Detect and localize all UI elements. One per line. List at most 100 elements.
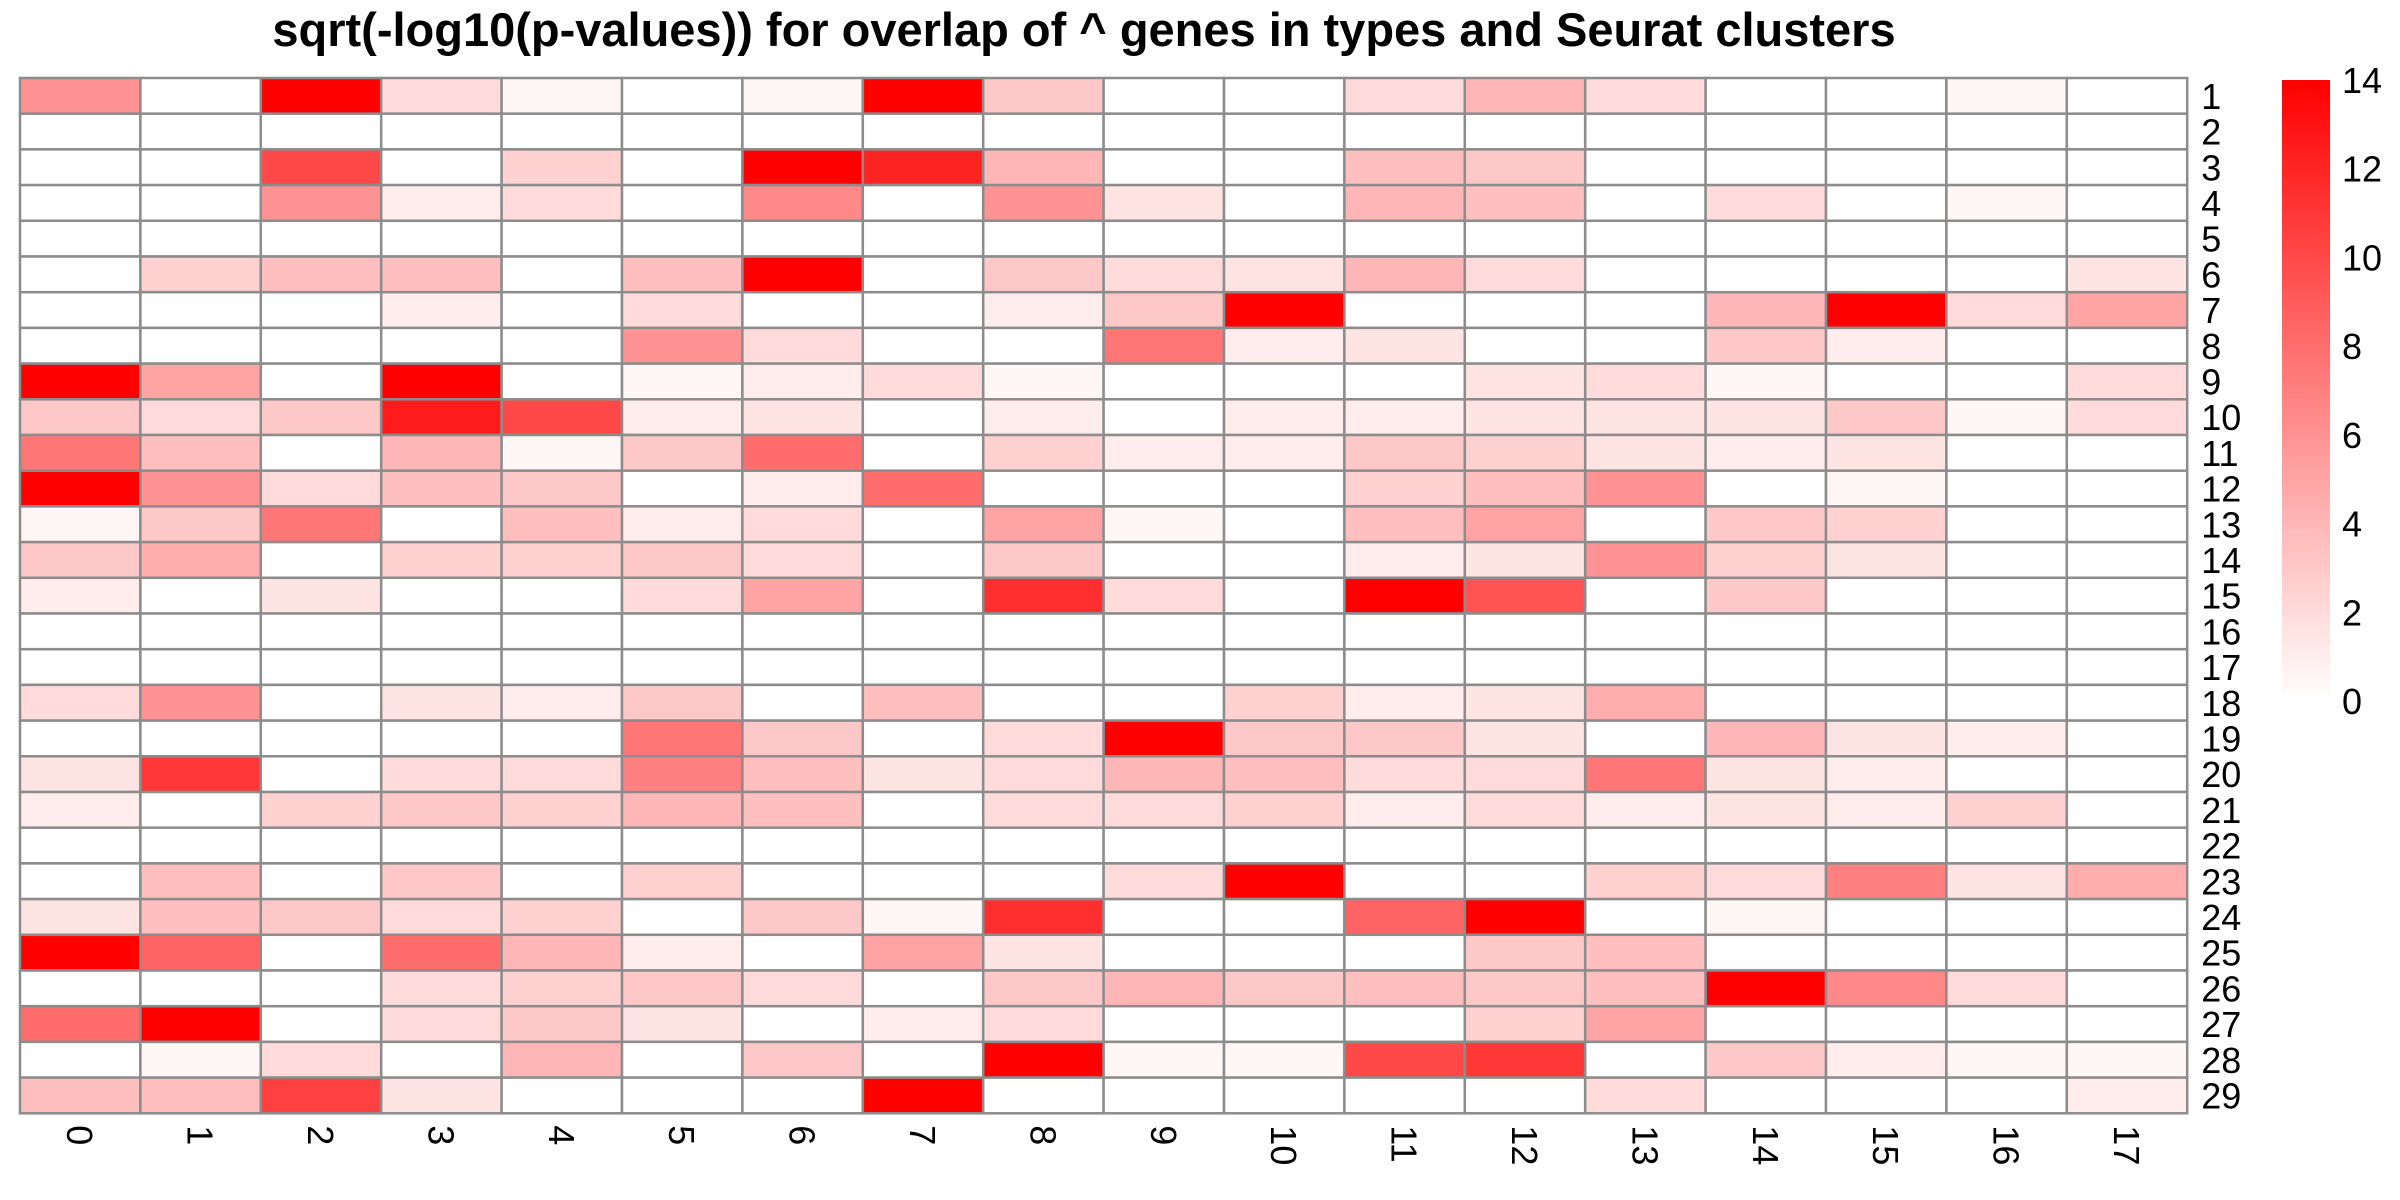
row-label: 29	[2201, 1075, 2241, 1116]
heatmap-cell	[1824, 576, 1948, 615]
row-label: 24	[2201, 897, 2241, 938]
heatmap-cell	[379, 933, 503, 972]
heatmap-cell	[741, 1004, 865, 1044]
heatmap-cell	[139, 683, 263, 722]
heatmap-cell	[1343, 790, 1467, 829]
heatmap-cell	[620, 755, 744, 794]
heatmap-cell	[1583, 612, 1707, 651]
heatmap-cell	[741, 183, 865, 223]
heatmap-cells	[18, 76, 2189, 1115]
heatmap-cell	[2065, 647, 2189, 687]
heatmap-cell	[1704, 969, 1828, 1008]
heatmap-cell	[1704, 933, 1828, 972]
heatmap-cell	[1463, 790, 1587, 829]
heatmap-cell	[1583, 219, 1707, 258]
heatmap-cell	[1343, 112, 1467, 151]
heatmap-cell	[1343, 576, 1467, 615]
heatmap-cell	[1583, 398, 1707, 437]
heatmap-cell	[1463, 469, 1587, 508]
heatmap-cell	[500, 755, 624, 794]
heatmap-cell	[2065, 969, 2189, 1008]
heatmap-cell	[18, 755, 142, 794]
heatmap-cell	[259, 826, 383, 865]
heatmap-cell	[1945, 683, 2069, 722]
heatmap-cell	[1824, 683, 1948, 722]
heatmap-cell	[379, 826, 503, 865]
heatmap-cell	[1824, 148, 1948, 187]
heatmap-cell	[1343, 76, 1467, 115]
heatmap-cell	[741, 326, 865, 365]
heatmap-cell	[1945, 612, 2069, 651]
column-label: 5	[661, 1125, 702, 1145]
heatmap-cell	[139, 540, 263, 580]
heatmap-cell	[1222, 112, 1346, 151]
heatmap-cell	[2065, 755, 2189, 794]
heatmap-cell	[741, 469, 865, 508]
heatmap-cell	[620, 219, 744, 258]
heatmap-cell	[1102, 719, 1226, 758]
heatmap-cell	[18, 505, 142, 544]
row-label: 19	[2201, 718, 2241, 759]
heatmap-cell	[1704, 148, 1828, 187]
heatmap-cell	[2065, 219, 2189, 258]
heatmap-cell	[741, 1076, 865, 1115]
heatmap-cell	[1222, 326, 1346, 365]
row-label: 26	[2201, 968, 2241, 1009]
heatmap-cell	[18, 683, 142, 722]
heatmap-cell	[981, 219, 1105, 258]
color-legend-tick: 4	[2342, 504, 2362, 545]
heatmap-cell	[1704, 719, 1828, 758]
heatmap-cell	[1945, 1076, 2069, 1115]
heatmap-cell	[2065, 76, 2189, 115]
heatmap-cell	[18, 148, 142, 187]
heatmap-cell	[500, 148, 624, 187]
heatmap-cell	[981, 183, 1105, 223]
color-legend-ticks: 0 2 4 6 8 10 12 14	[2342, 60, 2382, 722]
heatmap-cell	[259, 76, 383, 115]
heatmap-cell	[861, 398, 985, 437]
heatmap-cell	[1945, 112, 2069, 151]
heatmap-cell	[259, 897, 383, 937]
heatmap-cell	[1102, 897, 1226, 937]
heatmap-cell	[1945, 362, 2069, 401]
heatmap-cell	[1704, 862, 1828, 901]
heatmap-cell	[1102, 255, 1226, 294]
heatmap-cell	[1945, 755, 2069, 794]
heatmap-cell	[1343, 719, 1467, 758]
heatmap-cell	[379, 1076, 503, 1115]
heatmap-cell	[18, 469, 142, 508]
heatmap-cell	[2065, 719, 2189, 758]
heatmap-cell	[2065, 398, 2189, 437]
column-label: 7	[902, 1125, 943, 1145]
heatmap-cell	[2065, 290, 2189, 330]
heatmap-cell	[1102, 755, 1226, 794]
heatmap-cell	[1583, 719, 1707, 758]
row-label: 12	[2201, 469, 2241, 510]
heatmap-cell	[1222, 862, 1346, 901]
heatmap-cell	[1945, 326, 2069, 365]
heatmap-cell	[139, 719, 263, 758]
heatmap-cell	[1222, 469, 1346, 508]
heatmap-cell	[1222, 255, 1346, 294]
heatmap-cell	[379, 755, 503, 794]
heatmap-cell	[1222, 755, 1346, 794]
heatmap-cell	[1102, 647, 1226, 687]
heatmap-cell	[2065, 790, 2189, 829]
heatmap-cell	[981, 790, 1105, 829]
heatmap-cell	[1463, 1076, 1587, 1115]
heatmap-cell	[2065, 576, 2189, 615]
heatmap-cell	[1945, 1004, 2069, 1044]
heatmap-cell	[1704, 647, 1828, 687]
heatmap-cell	[1583, 148, 1707, 187]
heatmap-cell	[741, 755, 865, 794]
heatmap-cell	[259, 112, 383, 151]
heatmap-cell	[259, 469, 383, 508]
heatmap-cell	[861, 826, 985, 865]
heatmap-cell	[259, 362, 383, 401]
heatmap-cell	[1704, 112, 1828, 151]
heatmap-cell	[1343, 862, 1467, 901]
heatmap-cell	[1583, 1040, 1707, 1079]
heatmap-cell	[500, 362, 624, 401]
heatmap-cell	[1343, 469, 1467, 508]
heatmap-cell	[861, 933, 985, 972]
